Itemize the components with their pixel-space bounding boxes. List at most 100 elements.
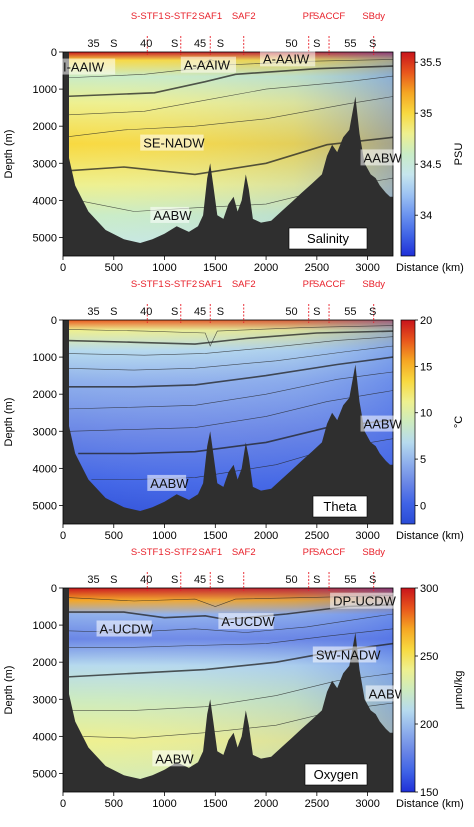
latitude-label: S — [171, 574, 178, 586]
latitude-label: 50 — [285, 574, 297, 586]
latitude-label: S — [369, 38, 376, 50]
latitude-label: S — [217, 574, 224, 586]
y-axis-label: Depth (m) — [3, 666, 15, 715]
water-mass-box — [150, 206, 190, 223]
x-tick-label: 1500 — [203, 262, 227, 274]
x-axis-label: Distance (km) — [396, 530, 464, 542]
x-tick-label: 1000 — [152, 530, 176, 542]
seafloor — [63, 320, 393, 524]
latitude-label: 45 — [194, 574, 206, 586]
front-label: S-STF2 — [164, 547, 197, 558]
water-mass-box — [140, 134, 204, 151]
contour-line — [63, 65, 393, 98]
seafloor-edge — [63, 52, 69, 256]
y-axis-label: Depth (m) — [3, 398, 15, 447]
latitude-label: 55 — [344, 38, 356, 50]
colorbar-label: °C — [453, 416, 465, 428]
water-mass-label: AABW — [153, 208, 192, 223]
x-tick-label: 2000 — [254, 798, 278, 810]
water-mass-label: AABW — [155, 751, 194, 766]
colorbar-tick-label: 250 — [420, 651, 438, 663]
x-tick-label: 3000 — [355, 798, 379, 810]
contour-line — [69, 136, 393, 176]
latitude-label: 40 — [140, 38, 152, 50]
front-label: SBdy — [362, 11, 385, 22]
y-tick-label: 0 — [51, 315, 57, 327]
latitude-label: 50 — [285, 306, 297, 318]
water-mass-label: SW-NADW — [316, 647, 381, 662]
front-label: SACCF — [313, 11, 345, 22]
front-label: PF — [303, 279, 315, 290]
latitude-label: 40 — [140, 306, 152, 318]
water-mass-label: A-UCDW — [221, 614, 275, 629]
y-tick-label: 2000 — [33, 389, 57, 401]
front-label: SBdy — [362, 547, 385, 558]
latitude-label: 35 — [87, 574, 99, 586]
y-tick-label: 3000 — [33, 158, 57, 170]
y-tick-label: 3000 — [33, 694, 57, 706]
field-area — [63, 52, 393, 256]
front-label: S-STF2 — [164, 11, 197, 22]
water-mass-label: AABW — [369, 686, 408, 701]
latitude-label: S — [313, 306, 320, 318]
y-tick-label: 4000 — [33, 731, 57, 743]
water-mass-box — [59, 58, 116, 75]
y-tick-label: 1000 — [33, 352, 57, 364]
water-mass-box — [330, 592, 394, 609]
latitude-label: S — [313, 38, 320, 50]
x-tick-label: 2500 — [305, 530, 329, 542]
contour-line — [63, 75, 393, 116]
latitude-label: S — [369, 306, 376, 318]
colorbar-tick-label: 10 — [420, 408, 432, 420]
latitude-label: 55 — [344, 306, 356, 318]
x-tick-label: 500 — [105, 262, 123, 274]
water-mass-label: AABW — [364, 417, 403, 432]
x-tick-label: 0 — [60, 262, 66, 274]
field-area — [63, 588, 393, 792]
x-axis-label: Distance (km) — [396, 798, 464, 810]
front-label: S-STF1 — [131, 547, 164, 558]
y-tick-label: 1000 — [33, 84, 57, 96]
water-mass-label: AABW — [364, 150, 403, 165]
water-mass-box — [360, 415, 400, 432]
x-tick-label: 2500 — [305, 798, 329, 810]
colorbar-tick-label: 200 — [420, 719, 438, 731]
colorbar-tick-label: 35.5 — [420, 57, 441, 69]
colorbar-tick-label: 0 — [420, 500, 426, 512]
water-mass-label: A-AAIW — [184, 58, 231, 73]
panel-label: Salinity — [307, 231, 349, 246]
colorbar-tick-label: 5 — [420, 454, 426, 466]
front-label: SAF2 — [232, 547, 256, 558]
y-tick-label: 5000 — [33, 768, 57, 780]
field-area — [63, 320, 393, 524]
front-label: PF — [303, 547, 315, 558]
contour-line — [63, 345, 393, 371]
latitude-label: S — [217, 38, 224, 50]
water-mass-label: SE-NADW — [143, 136, 205, 151]
front-label: PF — [303, 11, 315, 22]
y-tick-label: 0 — [51, 583, 57, 595]
latitude-label: 35 — [87, 38, 99, 50]
water-mass-box — [96, 620, 152, 637]
y-tick-label: 4000 — [33, 463, 57, 475]
y-tick-label: 0 — [51, 47, 57, 59]
front-label: S-STF1 — [131, 11, 164, 22]
latitude-label: S — [110, 306, 117, 318]
contour-line — [69, 390, 393, 432]
x-tick-label: 3000 — [355, 262, 379, 274]
x-tick-label: 2000 — [254, 530, 278, 542]
water-mass-label: I-AAIW — [63, 60, 105, 75]
front-label: SAF2 — [232, 279, 256, 290]
contour-line — [63, 628, 393, 648]
latitude-label: S — [110, 574, 117, 586]
latitude-label: S — [171, 306, 178, 318]
front-label: SAF2 — [232, 11, 256, 22]
front-label: SAF1 — [198, 547, 222, 558]
contour-line — [64, 371, 393, 410]
water-mass-box — [260, 50, 316, 67]
x-tick-label: 1000 — [152, 262, 176, 274]
water-mass-box — [218, 613, 274, 630]
water-mass-box — [152, 750, 192, 767]
